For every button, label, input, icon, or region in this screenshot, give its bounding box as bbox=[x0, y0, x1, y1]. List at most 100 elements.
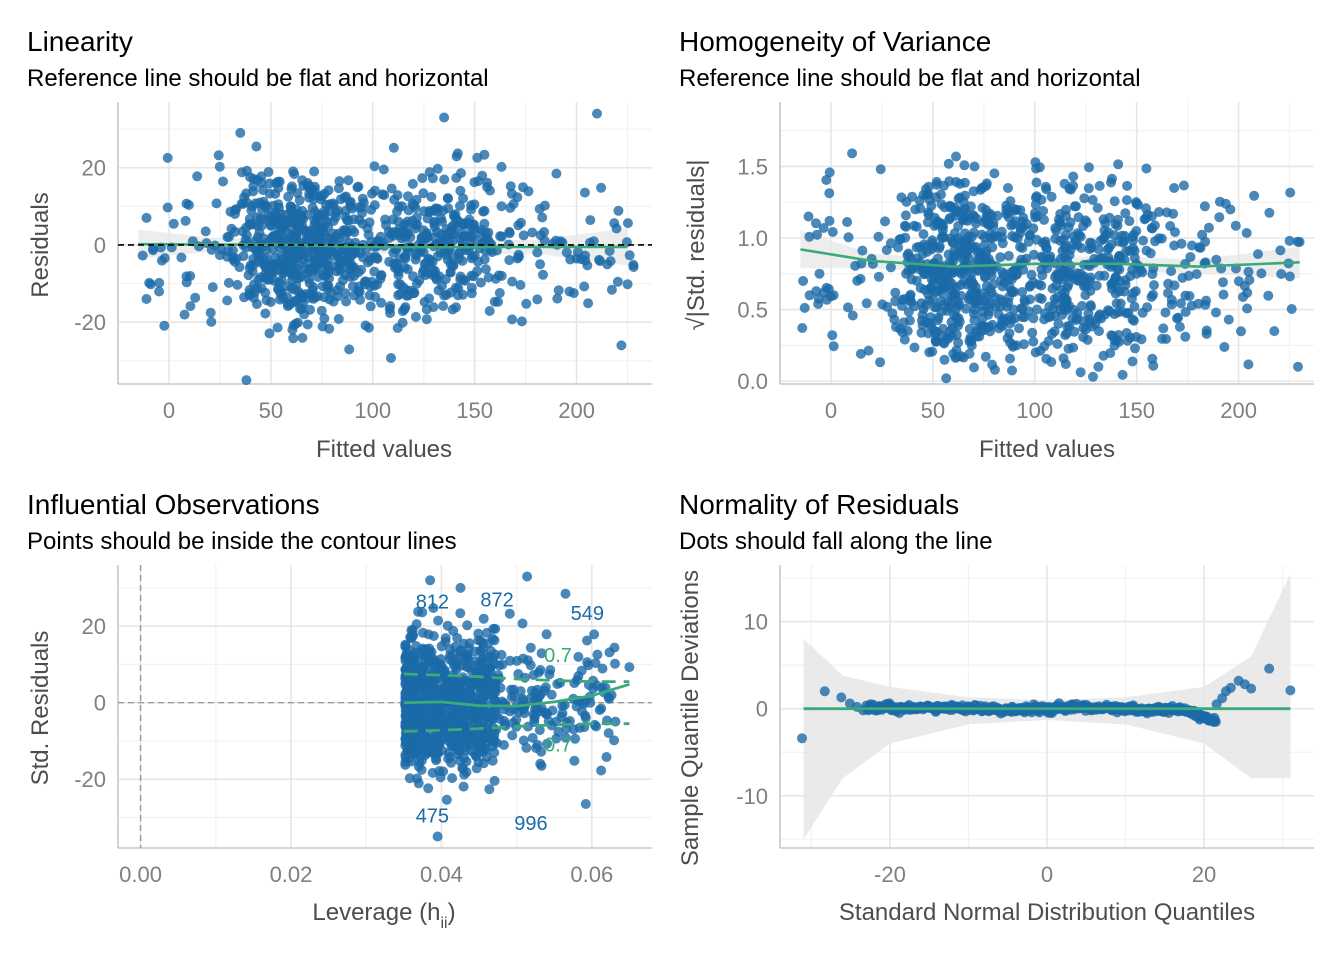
data-point bbox=[340, 288, 351, 299]
data-point bbox=[507, 276, 518, 287]
data-point bbox=[292, 317, 303, 328]
data-point bbox=[967, 280, 978, 291]
data-point bbox=[1092, 203, 1103, 213]
data-point bbox=[953, 320, 963, 331]
data-point bbox=[452, 221, 463, 232]
normality-y-axis-title: Sample Quantile Deviations bbox=[677, 570, 704, 866]
data-point bbox=[1218, 277, 1228, 288]
data-point bbox=[413, 778, 424, 789]
data-point bbox=[1187, 240, 1197, 251]
data-point bbox=[855, 348, 866, 359]
data-point bbox=[526, 685, 537, 696]
x-tick-label: 20 bbox=[1192, 862, 1216, 887]
data-point bbox=[1180, 307, 1191, 317]
data-point bbox=[540, 682, 551, 693]
data-point bbox=[288, 333, 299, 344]
data-point bbox=[964, 292, 975, 302]
data-point bbox=[429, 218, 440, 229]
data-point bbox=[369, 161, 380, 172]
data-point bbox=[235, 127, 246, 138]
data-point bbox=[297, 249, 308, 260]
data-point bbox=[447, 229, 458, 240]
data-point bbox=[515, 280, 526, 290]
data-point bbox=[323, 280, 334, 291]
data-point bbox=[953, 313, 964, 324]
data-point bbox=[539, 235, 550, 246]
data-point bbox=[622, 218, 633, 229]
data-point bbox=[1085, 300, 1096, 311]
data-point bbox=[1193, 298, 1204, 309]
data-point bbox=[1107, 278, 1118, 289]
data-point bbox=[521, 298, 532, 309]
data-point bbox=[915, 283, 926, 293]
data-point bbox=[1099, 270, 1110, 281]
data-point bbox=[890, 287, 901, 298]
data-point bbox=[1055, 235, 1066, 246]
data-point bbox=[1068, 171, 1079, 182]
data-point bbox=[410, 311, 421, 322]
data-point bbox=[305, 304, 315, 315]
data-point bbox=[478, 758, 489, 769]
data-point bbox=[535, 706, 546, 717]
data-point bbox=[238, 198, 249, 209]
data-point bbox=[1007, 365, 1017, 376]
data-point bbox=[359, 279, 370, 290]
data-point bbox=[404, 773, 415, 784]
data-point bbox=[231, 204, 242, 215]
data-point bbox=[877, 299, 888, 310]
data-point bbox=[1032, 304, 1042, 315]
data-point bbox=[916, 327, 927, 338]
data-point bbox=[609, 735, 620, 746]
data-point bbox=[268, 244, 278, 255]
data-point bbox=[1083, 183, 1094, 194]
data-point bbox=[214, 161, 225, 172]
data-point bbox=[447, 656, 458, 667]
data-point bbox=[283, 191, 294, 202]
data-point bbox=[1241, 228, 1252, 238]
data-point bbox=[386, 183, 397, 194]
data-point bbox=[472, 152, 483, 163]
data-point bbox=[591, 680, 602, 691]
data-point bbox=[601, 752, 612, 762]
data-point bbox=[1028, 249, 1039, 260]
data-point bbox=[473, 628, 484, 639]
data-point bbox=[473, 256, 484, 267]
data-point bbox=[1070, 235, 1081, 246]
x-tick-label: 0.00 bbox=[119, 862, 162, 887]
data-point bbox=[370, 185, 380, 196]
data-point bbox=[466, 232, 477, 243]
data-point bbox=[357, 208, 368, 218]
point-id-label: 475 bbox=[416, 805, 449, 827]
data-point bbox=[413, 761, 424, 772]
data-point bbox=[419, 297, 430, 307]
data-point bbox=[1059, 178, 1070, 189]
data-point bbox=[483, 638, 494, 649]
data-point bbox=[253, 252, 264, 263]
data-point bbox=[1060, 359, 1071, 370]
data-point bbox=[519, 708, 530, 719]
data-point bbox=[1128, 243, 1138, 254]
data-point bbox=[911, 221, 922, 232]
data-point bbox=[244, 213, 255, 224]
data-point bbox=[308, 282, 319, 293]
data-point bbox=[532, 694, 543, 705]
x-tick-label: -20 bbox=[874, 862, 906, 887]
data-point bbox=[579, 281, 590, 292]
data-point bbox=[546, 720, 557, 731]
data-point bbox=[592, 108, 602, 119]
data-point bbox=[824, 188, 835, 199]
data-point bbox=[355, 294, 365, 305]
data-point bbox=[471, 763, 482, 774]
data-point bbox=[944, 176, 955, 187]
data-point bbox=[592, 649, 603, 660]
data-point bbox=[1067, 313, 1078, 324]
data-point bbox=[828, 341, 839, 352]
data-point bbox=[463, 710, 474, 721]
y-tick-label: 0.5 bbox=[737, 298, 768, 323]
data-point bbox=[1002, 333, 1013, 344]
data-point bbox=[480, 744, 491, 755]
data-point bbox=[1055, 217, 1066, 228]
data-point bbox=[959, 212, 970, 223]
data-point bbox=[981, 281, 992, 292]
data-point bbox=[1195, 242, 1206, 253]
